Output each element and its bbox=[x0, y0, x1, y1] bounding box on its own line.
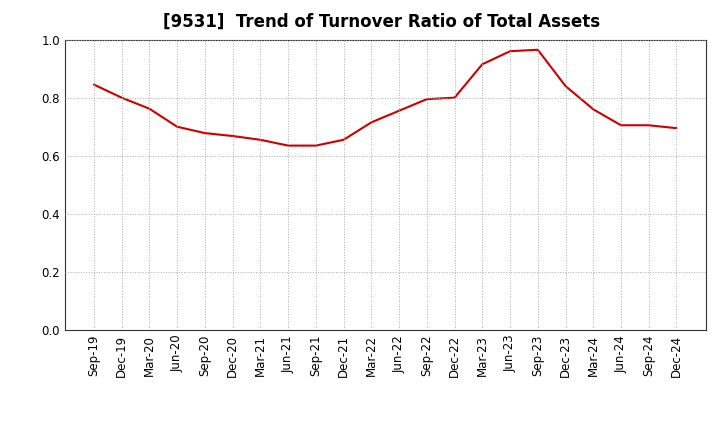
Text: [9531]  Trend of Turnover Ratio of Total Assets: [9531] Trend of Turnover Ratio of Total … bbox=[163, 13, 600, 31]
